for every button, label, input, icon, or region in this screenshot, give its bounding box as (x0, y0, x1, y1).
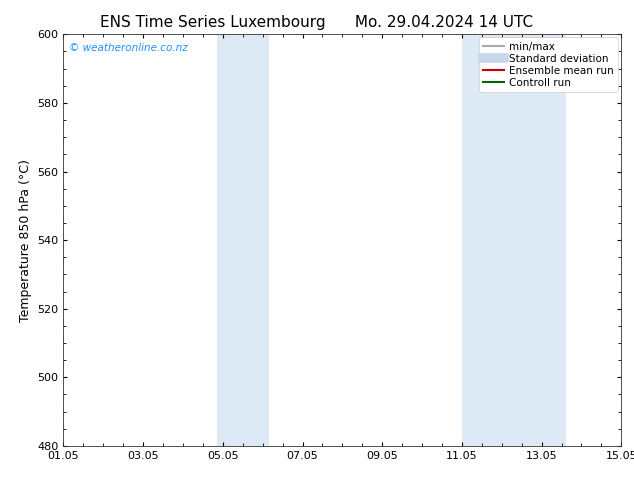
Y-axis label: Temperature 850 hPa (°C): Temperature 850 hPa (°C) (19, 159, 32, 321)
Bar (217, 34, 269, 446)
Legend: min/max, Standard deviation, Ensemble mean run, Controll run: min/max, Standard deviation, Ensemble me… (479, 37, 618, 92)
Bar (462, 34, 566, 446)
Text: © weatheronline.co.nz: © weatheronline.co.nz (69, 43, 188, 52)
Text: ENS Time Series Luxembourg      Mo. 29.04.2024 14 UTC: ENS Time Series Luxembourg Mo. 29.04.202… (100, 15, 534, 30)
